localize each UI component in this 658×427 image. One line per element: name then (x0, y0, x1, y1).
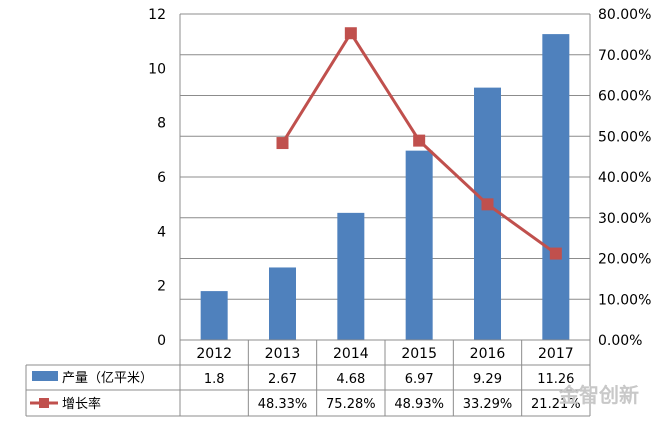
growth-marker (276, 137, 289, 150)
data-label: 48.33% (258, 397, 308, 412)
gridlines (180, 13, 590, 341)
legend-swatch-marker (39, 398, 49, 408)
y-left-tick-label: 4 (157, 224, 166, 240)
bar (269, 267, 296, 340)
growth-marker (344, 27, 357, 40)
line-series (276, 27, 562, 260)
y-left-tick-label: 8 (157, 116, 166, 132)
bar (405, 150, 433, 340)
growth-marker (481, 198, 494, 211)
data-label: 4.68 (336, 372, 365, 387)
legend-label: 增长率 (62, 396, 101, 412)
data-label: 11.26 (537, 372, 574, 387)
watermark-text: 金智创新 (558, 383, 639, 407)
data-label: 75.28% (326, 397, 376, 412)
y-left-tick-label: 2 (157, 279, 166, 295)
bar (200, 291, 228, 340)
y-right-tick-label: 30.00% (598, 211, 651, 227)
y-left-tick-label: 0 (157, 333, 166, 349)
legend-label: 产量（亿平米） (62, 371, 153, 386)
data-label: 21.21% (531, 397, 581, 412)
data-label: 6.97 (405, 372, 434, 387)
data-label: 33.29% (463, 397, 513, 412)
x-tick-label: 2017 (538, 346, 574, 362)
y-left-tick-label: 10 (148, 61, 166, 77)
growth-marker (549, 247, 562, 260)
bar (474, 87, 501, 340)
y-right-tick-label: 70.00% (598, 48, 651, 64)
y-right-tick-label: 0.00% (598, 333, 642, 349)
y-left-tick-label: 6 (157, 170, 166, 186)
y-right-tick-label: 60.00% (598, 89, 651, 105)
bar (542, 34, 570, 340)
data-label: 48.93% (394, 397, 444, 412)
y-right-tick-label: 40.00% (598, 170, 651, 186)
data-table: 2012 2013 2014 2015 2016 2017 产量（亿平米） 1.8 2.67 4.… (25, 339, 591, 417)
x-tick-label: 2014 (333, 346, 369, 362)
y-right-tick-label: 50.00% (598, 129, 651, 145)
bar (337, 212, 365, 340)
axes: 0.00% 10.00% 20.00% 30.00% 40.00% 50.00% 60.00… (148, 7, 651, 349)
x-tick-label: 2012 (196, 346, 232, 362)
y-right-tick-label: 20.00% (598, 252, 651, 268)
legend-swatch-bar (32, 371, 58, 381)
x-tick-label: 2013 (265, 346, 301, 362)
data-label: 1.8 (204, 372, 225, 387)
growth-marker (413, 134, 426, 147)
x-tick-label: 2016 (470, 346, 506, 362)
bar-series (200, 34, 570, 340)
y-left-tick-label: 12 (148, 7, 166, 23)
data-label: 9.29 (473, 372, 502, 387)
data-label: 2.67 (268, 372, 297, 387)
x-tick-label: 2015 (401, 346, 437, 362)
y-right-tick-label: 10.00% (598, 292, 651, 308)
y-right-tick-label: 80.00% (598, 7, 651, 23)
